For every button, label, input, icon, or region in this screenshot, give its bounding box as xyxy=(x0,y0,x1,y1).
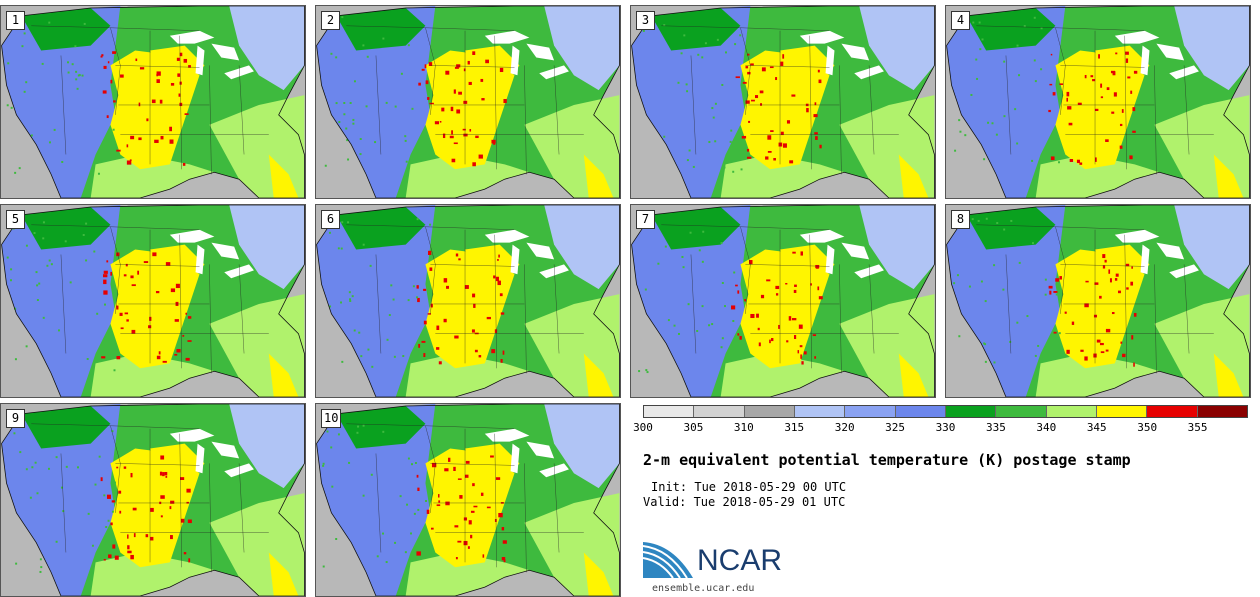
colorbar-tick-label: 345 xyxy=(1086,421,1107,434)
colorbar-segment xyxy=(895,406,946,417)
ncar-logo: NCAR xyxy=(643,540,793,588)
init-time: Init: Tue 2018-05-29 00 UTC xyxy=(651,480,847,494)
colorbar-tick-label: 310 xyxy=(733,421,754,434)
stamp-panel-4: 4 xyxy=(945,5,1251,199)
member-label-5: 5 xyxy=(6,210,25,229)
stamp-panel-3: 3 xyxy=(630,5,936,199)
colorbar-segment xyxy=(744,406,795,417)
colorbar xyxy=(643,405,1248,418)
member-label-1: 1 xyxy=(6,11,25,30)
map-8 xyxy=(946,205,1250,397)
site-url: ensemble.ucar.edu xyxy=(652,583,755,594)
colorbar-tick-label: 355 xyxy=(1187,421,1208,434)
colorbar-segment xyxy=(1197,406,1247,417)
member-label-2: 2 xyxy=(321,11,340,30)
colorbar-segment xyxy=(794,406,846,417)
map-10 xyxy=(316,404,620,596)
member-label-10: 10 xyxy=(321,409,342,428)
colorbar-segment xyxy=(694,406,745,417)
colorbar-segment xyxy=(1046,406,1097,417)
member-label-7: 7 xyxy=(636,210,655,229)
colorbar-ticks: 300 305 310 315 320 325 330 335 340 345 350 355 xyxy=(633,421,1248,437)
member-label-4: 4 xyxy=(951,11,970,30)
map-9 xyxy=(1,404,305,596)
map-7 xyxy=(631,205,935,397)
stamp-panel-9: 9 xyxy=(0,403,306,597)
stamp-panel-1: 1 xyxy=(0,5,306,199)
stamp-panel-2: 2 xyxy=(315,5,621,199)
colorbar-tick-label: 335 xyxy=(985,421,1006,434)
colorbar-segment xyxy=(845,406,896,417)
logo-text: NCAR xyxy=(697,544,783,577)
map-6 xyxy=(316,205,620,397)
member-label-6: 6 xyxy=(321,210,340,229)
member-label-8: 8 xyxy=(951,210,970,229)
colorbar-tick-label: 325 xyxy=(885,421,906,434)
colorbar-tick-label: 300 xyxy=(633,421,653,434)
map-2 xyxy=(316,6,620,198)
map-5 xyxy=(1,205,305,397)
stamp-panel-7: 7 xyxy=(630,204,936,398)
colorbar-tick-label: 305 xyxy=(683,421,704,434)
colorbar-tick-label: 315 xyxy=(784,421,805,434)
colorbar-segment xyxy=(1096,406,1148,417)
map-4 xyxy=(946,6,1250,198)
map-1 xyxy=(1,6,305,198)
plot-title: 2-m equivalent potential temperature (K)… xyxy=(643,451,1131,469)
member-label-3: 3 xyxy=(636,11,655,30)
stamp-panel-10: 10 xyxy=(315,403,621,597)
ncar-swoosh-icon xyxy=(643,542,693,579)
stamp-panel-6: 6 xyxy=(315,204,621,398)
colorbar-segment xyxy=(945,406,997,417)
colorbar-tick-label: 350 xyxy=(1137,421,1158,434)
colorbar-segment xyxy=(644,406,695,417)
colorbar-segment xyxy=(996,406,1047,417)
colorbar-tick-label: 330 xyxy=(935,421,956,434)
valid-time: Valid: Tue 2018-05-29 01 UTC xyxy=(643,495,846,509)
colorbar-segment xyxy=(1147,406,1198,417)
stamp-panel-8: 8 xyxy=(945,204,1251,398)
stamp-panel-5: 5 xyxy=(0,204,306,398)
map-3 xyxy=(631,6,935,198)
member-label-9: 9 xyxy=(6,409,25,428)
colorbar-tick-label: 340 xyxy=(1036,421,1057,434)
colorbar-tick-label: 320 xyxy=(834,421,855,434)
